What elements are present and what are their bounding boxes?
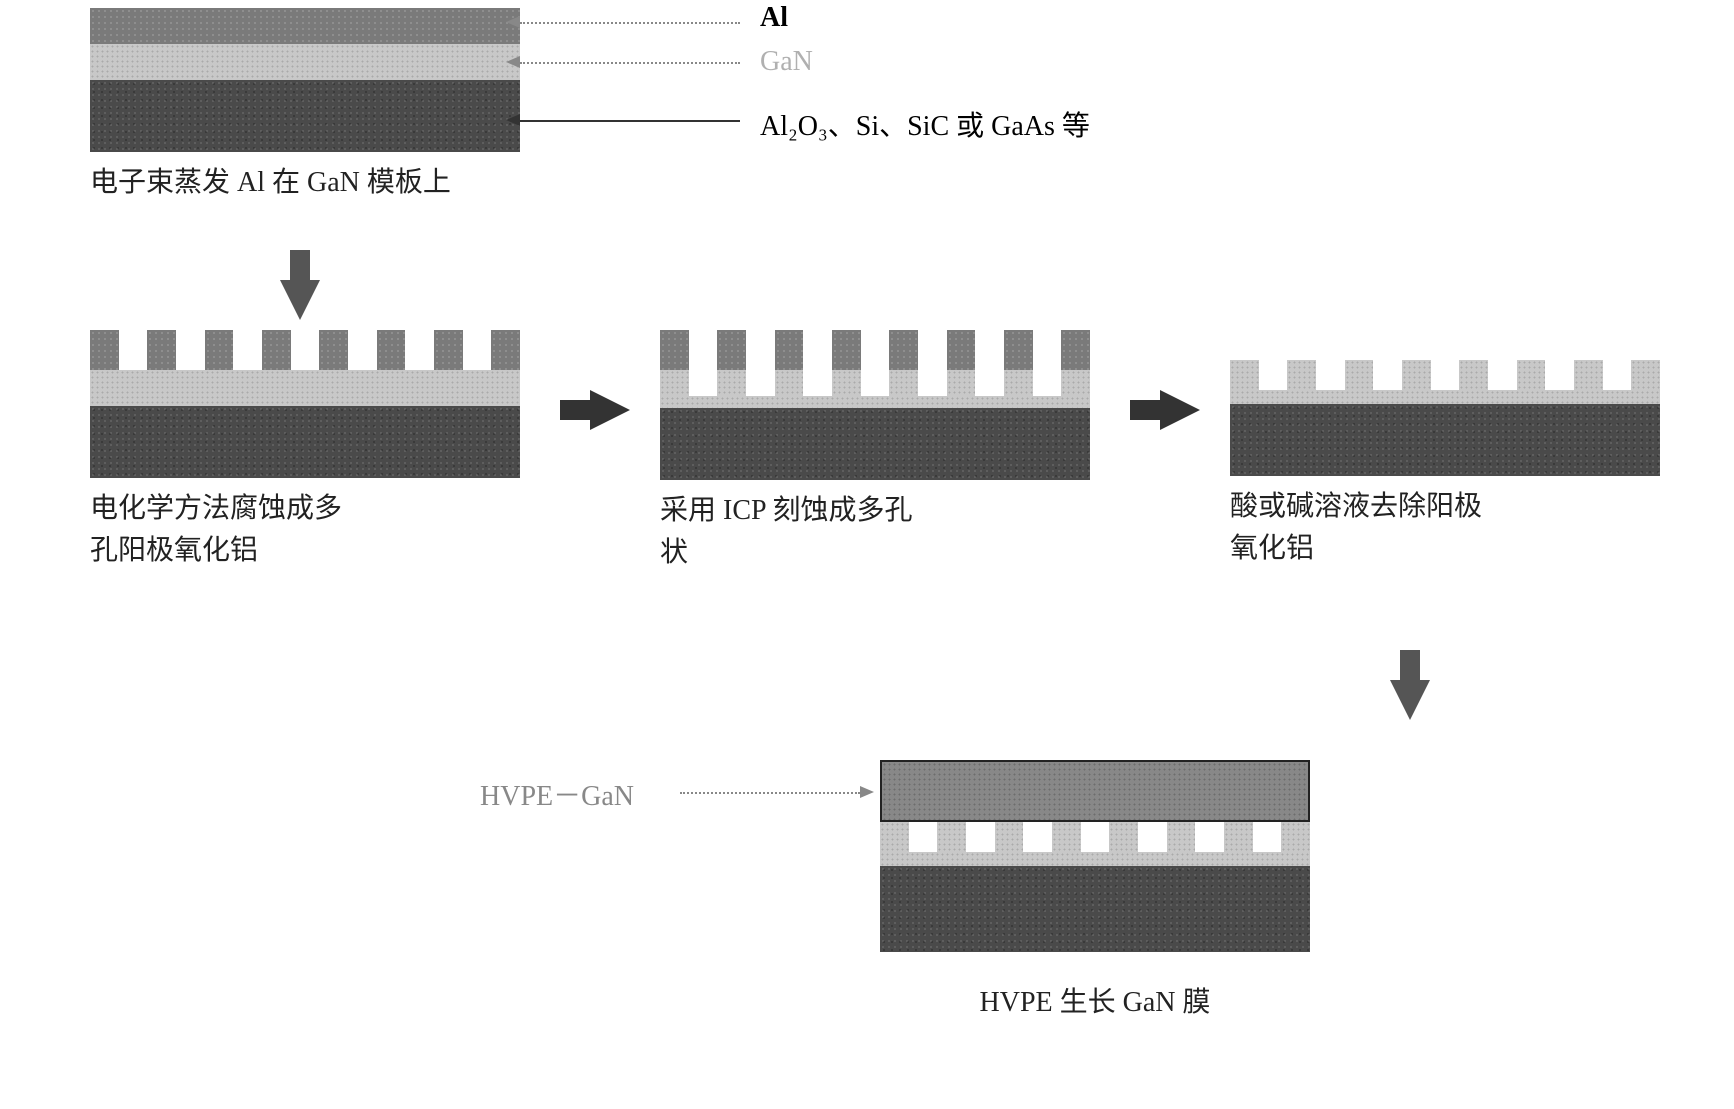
label-substrate-text: Al₂O₃、Si、SiC 或 GaAs 等: [760, 111, 1090, 142]
aao-tooth: [491, 330, 520, 370]
aao-tooth: [660, 330, 689, 370]
layer-substrate: [90, 80, 520, 152]
layer-gan-base: [880, 852, 1310, 866]
gan-tooth: [1459, 360, 1488, 390]
stage3-caption: 采用 ICP 刻蚀成多孔 状: [660, 490, 1090, 574]
stage3-etched-gan-teeth: [660, 370, 1090, 396]
gan-tooth: [947, 370, 976, 396]
layer-hvpe-gan: [880, 760, 1310, 822]
layer-gan-base: [1230, 390, 1660, 404]
aao-tooth: [90, 330, 119, 370]
stage2-stack: [90, 330, 520, 478]
label-hvpe-text: HVPE－GaN: [480, 781, 634, 812]
layer-substrate: [880, 866, 1310, 952]
label-al: Al: [760, 2, 788, 34]
gan-tooth: [1631, 360, 1660, 390]
stage-1: 电子束蒸发 Al 在 GaN 模板上: [90, 8, 520, 204]
layer-al: [90, 8, 520, 44]
flow-arrow-1-2: [280, 280, 320, 320]
aao-tooth: [775, 330, 804, 370]
aao-tooth: [377, 330, 406, 370]
layer-substrate: [660, 408, 1090, 480]
aao-tooth: [717, 330, 746, 370]
stage1-caption: 电子束蒸发 Al 在 GaN 模板上: [90, 162, 520, 204]
gan-tooth: [1287, 360, 1316, 390]
label-substrate: Al₂O₃、Si、SiC 或 GaAs 等: [760, 104, 1090, 144]
label-hvpe: HVPE－GaN: [480, 774, 634, 814]
aao-tooth: [832, 330, 861, 370]
aao-tooth: [434, 330, 463, 370]
layer-gan: [90, 44, 520, 80]
label-gan-text: GaN: [760, 46, 813, 77]
label-gan: GaN: [760, 46, 813, 78]
gan-tooth: [1061, 370, 1090, 396]
stage5-etched-gan-teeth: [880, 822, 1310, 852]
gan-tooth: [832, 370, 861, 396]
gan-tooth: [889, 370, 918, 396]
gan-tooth: [1052, 822, 1081, 852]
aao-tooth: [205, 330, 234, 370]
stage1-stack: [90, 8, 520, 152]
flow-arrow-3-4: [1160, 390, 1200, 430]
stage-5: HVPE 生长 GaN 膜: [880, 760, 1310, 1024]
pointer-al-head: [506, 16, 520, 28]
label-al-text: Al: [760, 2, 788, 33]
pointer-sub-line: [520, 120, 740, 122]
gan-tooth: [1004, 370, 1033, 396]
gan-tooth: [1281, 822, 1310, 852]
pointer-gan-head: [506, 56, 520, 68]
stage4-caption: 酸或碱溶液去除阳极 氧化铝: [1230, 486, 1660, 570]
layer-substrate: [1230, 404, 1660, 476]
gan-tooth: [1574, 360, 1603, 390]
aao-tooth: [1061, 330, 1090, 370]
gan-tooth: [995, 822, 1024, 852]
stage-3: 采用 ICP 刻蚀成多孔 状: [660, 330, 1090, 574]
stage2-caption: 电化学方法腐蚀成多 孔阳极氧化铝: [90, 488, 520, 572]
stage5-stack: [880, 760, 1310, 952]
gan-tooth: [1517, 360, 1546, 390]
gan-tooth: [717, 370, 746, 396]
gan-tooth: [880, 822, 909, 852]
aao-tooth: [147, 330, 176, 370]
aao-tooth: [889, 330, 918, 370]
gan-tooth: [1167, 822, 1196, 852]
aao-tooth: [1004, 330, 1033, 370]
gan-tooth: [1109, 822, 1138, 852]
flow-arrow-4-5: [1390, 680, 1430, 720]
layer-gan-base: [660, 396, 1090, 408]
aao-tooth: [319, 330, 348, 370]
pointer-gan-line: [520, 62, 740, 64]
aao-tooth: [947, 330, 976, 370]
pointer-hvpe-line: [680, 792, 860, 794]
gan-tooth: [1345, 360, 1374, 390]
stage4-etched-gan-teeth: [1230, 360, 1660, 390]
layer-substrate: [90, 406, 520, 478]
gan-tooth: [937, 822, 966, 852]
aao-tooth: [262, 330, 291, 370]
gan-tooth: [1224, 822, 1253, 852]
stage3-stack: [660, 330, 1090, 480]
gan-tooth: [660, 370, 689, 396]
gan-tooth: [1402, 360, 1431, 390]
gan-tooth: [775, 370, 804, 396]
flow-arrow-2-3: [590, 390, 630, 430]
stage3-porous-aao: [660, 330, 1090, 370]
stage4-stack: [1230, 360, 1660, 476]
pointer-sub-head: [506, 114, 520, 126]
pointer-al-line: [520, 22, 740, 24]
stage5-caption: HVPE 生长 GaN 膜: [880, 982, 1310, 1024]
stage-4: 酸或碱溶液去除阳极 氧化铝: [1230, 360, 1660, 570]
stage2-porous-aao: [90, 330, 520, 370]
gan-tooth: [1230, 360, 1259, 390]
layer-gan: [90, 370, 520, 406]
stage-2: 电化学方法腐蚀成多 孔阳极氧化铝: [90, 330, 520, 572]
pointer-hvpe-head: [860, 786, 874, 798]
